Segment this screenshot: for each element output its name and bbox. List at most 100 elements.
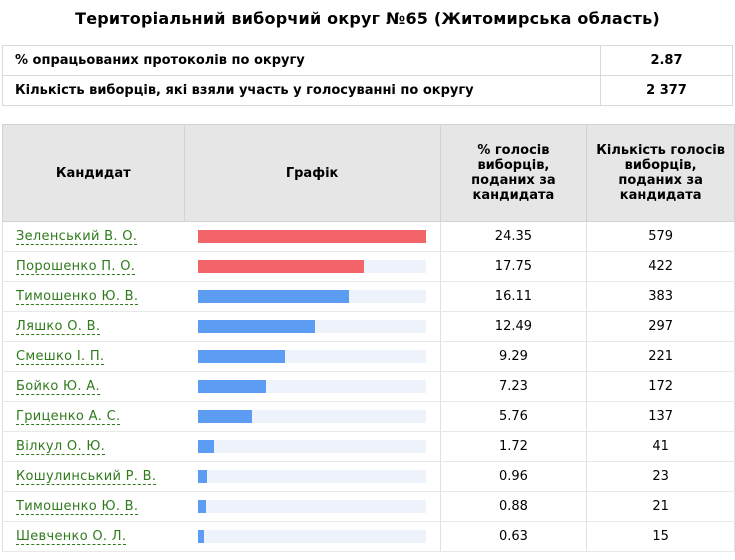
candidate-cell: Шевченко О. Л. bbox=[2, 521, 185, 552]
vote-bar-track bbox=[198, 290, 427, 303]
vote-count: 579 bbox=[586, 221, 735, 252]
chart-cell bbox=[184, 461, 441, 492]
table-row: Зеленський В. О. 24.35 579 bbox=[2, 221, 735, 252]
results-body: Зеленський В. О. 24.35 579 Порошенко П. О. 1… bbox=[2, 221, 735, 552]
header-votes: Кількість голосів виборців, поданих за к… bbox=[586, 124, 735, 222]
vote-bar bbox=[198, 230, 427, 243]
chart-cell bbox=[184, 401, 441, 432]
summary-row-processed: % опрацьованих протоколів по округу 2.87 bbox=[2, 45, 733, 76]
chart-cell bbox=[184, 221, 441, 252]
vote-bar-track bbox=[198, 530, 427, 543]
candidate-name-link[interactable]: Смешко І. П. bbox=[16, 349, 105, 365]
summary-value: 2.87 bbox=[600, 45, 733, 76]
vote-percent: 5.76 bbox=[439, 401, 588, 432]
candidate-cell: Зеленський В. О. bbox=[2, 221, 185, 252]
vote-percent: 9.29 bbox=[439, 341, 588, 372]
vote-bar bbox=[198, 320, 316, 333]
table-row: Вілкул О. Ю. 1.72 41 bbox=[2, 431, 735, 462]
candidate-name-link[interactable]: Шевченко О. Л. bbox=[16, 529, 127, 545]
vote-bar-track bbox=[198, 410, 427, 423]
vote-bar bbox=[198, 470, 208, 483]
vote-bar-track bbox=[198, 230, 427, 243]
vote-bar bbox=[198, 530, 205, 543]
vote-count: 15 bbox=[586, 521, 735, 552]
vote-count: 297 bbox=[586, 311, 735, 342]
candidate-cell: Тимошенко Ю. В. bbox=[2, 281, 185, 312]
vote-bar bbox=[198, 380, 267, 393]
vote-count: 383 bbox=[586, 281, 735, 312]
header-chart: Графік bbox=[183, 124, 441, 222]
table-row: Шевченко О. Л. 0.63 15 bbox=[2, 521, 735, 552]
vote-bar-track bbox=[198, 320, 427, 333]
vote-percent: 16.11 bbox=[439, 281, 588, 312]
vote-percent: 7.23 bbox=[439, 371, 588, 402]
vote-count: 21 bbox=[586, 491, 735, 522]
summary-row-turnout: Кількість виборців, які взяли участь у г… bbox=[2, 75, 733, 106]
vote-bar-track bbox=[198, 440, 427, 453]
vote-bar-track bbox=[198, 500, 427, 513]
table-row: Смешко І. П. 9.29 221 bbox=[2, 341, 735, 372]
candidate-cell: Гриценко А. С. bbox=[2, 401, 185, 432]
vote-bar bbox=[198, 260, 365, 273]
vote-percent: 0.63 bbox=[439, 521, 588, 552]
table-row: Гриценко А. С. 5.76 137 bbox=[2, 401, 735, 432]
vote-count: 422 bbox=[586, 251, 735, 282]
header-candidate: Кандидат bbox=[2, 124, 185, 222]
vote-bar-track bbox=[198, 380, 427, 393]
vote-bar-track bbox=[198, 350, 427, 363]
vote-bar-track bbox=[198, 470, 427, 483]
candidate-cell: Бойко Ю. А. bbox=[2, 371, 185, 402]
vote-percent: 0.96 bbox=[439, 461, 588, 492]
candidate-name-link[interactable]: Порошенко П. О. bbox=[16, 259, 136, 275]
vote-count: 172 bbox=[586, 371, 735, 402]
chart-cell bbox=[184, 281, 441, 312]
chart-cell bbox=[184, 311, 441, 342]
chart-cell bbox=[184, 371, 441, 402]
vote-bar bbox=[198, 500, 207, 513]
header-percent: % голосів виборців, поданих за кандидата bbox=[439, 124, 588, 222]
chart-cell bbox=[184, 251, 441, 282]
candidate-name-link[interactable]: Вілкул О. Ю. bbox=[16, 439, 106, 455]
candidate-name-link[interactable]: Тимошенко Ю. В. bbox=[16, 289, 139, 305]
table-row: Порошенко П. О. 17.75 422 bbox=[2, 251, 735, 282]
vote-bar bbox=[198, 410, 253, 423]
vote-percent: 1.72 bbox=[439, 431, 588, 462]
summary-label: % опрацьованих протоколів по округу bbox=[2, 45, 601, 76]
vote-bar bbox=[198, 350, 286, 363]
vote-bar-track bbox=[198, 260, 427, 273]
page-title: Територіальний виборчий округ №65 (Житом… bbox=[75, 9, 660, 28]
candidate-cell: Вілкул О. Ю. bbox=[2, 431, 185, 462]
summary-label: Кількість виборців, які взяли участь у г… bbox=[2, 75, 601, 106]
table-row: Тимошенко Ю. В. 16.11 383 bbox=[2, 281, 735, 312]
candidate-cell: Тимошенко Ю. В. bbox=[2, 491, 185, 522]
vote-bar bbox=[198, 440, 215, 453]
candidate-name-link[interactable]: Гриценко А. С. bbox=[16, 409, 121, 425]
vote-percent: 0.88 bbox=[439, 491, 588, 522]
chart-cell bbox=[184, 341, 441, 372]
vote-count: 221 bbox=[586, 341, 735, 372]
district-summary-table: % опрацьованих протоколів по округу 2.87… bbox=[2, 45, 733, 106]
candidate-results-table: Кандидат Графік % голосів виборців, пода… bbox=[2, 124, 735, 552]
vote-percent: 12.49 bbox=[439, 311, 588, 342]
table-row: Бойко Ю. А. 7.23 172 bbox=[2, 371, 735, 402]
chart-cell bbox=[184, 521, 441, 552]
candidate-name-link[interactable]: Зеленський В. О. bbox=[16, 229, 138, 245]
vote-percent: 17.75 bbox=[439, 251, 588, 282]
vote-count: 41 bbox=[586, 431, 735, 462]
table-row: Ляшко О. В. 12.49 297 bbox=[2, 311, 735, 342]
summary-value: 2 377 bbox=[600, 75, 733, 106]
candidate-name-link[interactable]: Ляшко О. В. bbox=[16, 319, 101, 335]
chart-cell bbox=[184, 431, 441, 462]
candidate-cell: Порошенко П. О. bbox=[2, 251, 185, 282]
vote-bar bbox=[198, 290, 350, 303]
table-row: Тимошенко Ю. В. 0.88 21 bbox=[2, 491, 735, 522]
vote-count: 23 bbox=[586, 461, 735, 492]
table-row: Кошулинський Р. В. 0.96 23 bbox=[2, 461, 735, 492]
candidate-cell: Кошулинський Р. В. bbox=[2, 461, 185, 492]
candidate-name-link[interactable]: Тимошенко Ю. В. bbox=[16, 499, 139, 515]
candidate-name-link[interactable]: Бойко Ю. А. bbox=[16, 379, 100, 395]
vote-percent: 24.35 bbox=[439, 221, 588, 252]
chart-cell bbox=[184, 491, 441, 522]
candidate-cell: Смешко І. П. bbox=[2, 341, 185, 372]
candidate-name-link[interactable]: Кошулинський Р. В. bbox=[16, 469, 157, 485]
